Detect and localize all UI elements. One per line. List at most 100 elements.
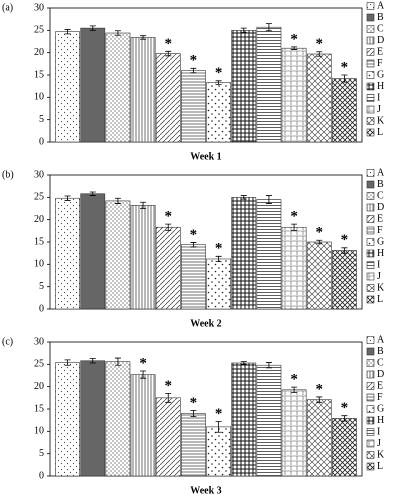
legend-swatch bbox=[366, 439, 375, 448]
bar bbox=[256, 26, 282, 143]
panel-label: (c) bbox=[2, 336, 13, 347]
legend-label: E bbox=[377, 46, 383, 57]
legend-swatch bbox=[366, 203, 375, 212]
error-bar bbox=[64, 29, 71, 35]
y-tick-label: 20 bbox=[34, 381, 44, 392]
bar bbox=[256, 364, 282, 477]
significance-marker: * bbox=[341, 59, 349, 75]
legend-label: J bbox=[377, 104, 381, 115]
bar bbox=[206, 426, 231, 477]
significance-marker: * bbox=[190, 227, 198, 243]
y-tick-label: 30 bbox=[34, 2, 44, 13]
error-bar bbox=[114, 30, 121, 36]
error-bar bbox=[114, 357, 121, 366]
error-bar bbox=[140, 370, 147, 379]
error-bar bbox=[316, 396, 323, 403]
y-tick-label: 15 bbox=[34, 403, 44, 414]
y-tick-label: 5 bbox=[39, 114, 44, 125]
error-bar bbox=[89, 358, 96, 364]
legend-swatch bbox=[366, 249, 375, 258]
bar bbox=[206, 258, 231, 310]
panel-label: (b) bbox=[2, 169, 14, 180]
significance-marker: * bbox=[215, 406, 223, 422]
significance-marker: * bbox=[316, 225, 324, 241]
legend-swatch bbox=[366, 284, 375, 292]
error-bar bbox=[140, 201, 147, 209]
legend-swatch bbox=[366, 59, 375, 68]
legend-swatch bbox=[366, 261, 375, 269]
bar bbox=[55, 197, 80, 310]
legend-swatch bbox=[366, 347, 375, 356]
significance-marker: * bbox=[165, 378, 173, 394]
legend-label: A bbox=[377, 167, 385, 178]
significance-marker: * bbox=[290, 372, 298, 388]
legend-label: L bbox=[377, 294, 383, 305]
legend-label: B bbox=[377, 179, 384, 190]
bar bbox=[306, 399, 332, 477]
legend-label: H bbox=[377, 415, 384, 426]
legend-swatch bbox=[366, 370, 375, 379]
error-bar bbox=[341, 247, 348, 254]
error-bar bbox=[89, 25, 96, 31]
significance-marker: * bbox=[341, 232, 349, 248]
significance-marker: * bbox=[341, 400, 349, 416]
legend-swatch bbox=[366, 295, 375, 304]
error-bar bbox=[165, 223, 172, 231]
error-bar bbox=[215, 421, 222, 433]
y-tick-label: 5 bbox=[39, 448, 44, 459]
legend-swatch bbox=[366, 105, 375, 114]
y-tick-label: 25 bbox=[34, 25, 44, 36]
legend-label: L bbox=[377, 127, 383, 138]
y-tick-label: 25 bbox=[34, 359, 44, 370]
legend-swatch bbox=[366, 382, 375, 390]
y-tick-label: 20 bbox=[34, 214, 44, 225]
legend-label: A bbox=[377, 334, 385, 345]
significance-marker: * bbox=[139, 355, 147, 371]
legend-swatch bbox=[366, 71, 375, 79]
legend-swatch bbox=[366, 405, 375, 413]
bar bbox=[130, 37, 156, 143]
significance-marker: * bbox=[215, 241, 223, 257]
significance-marker: * bbox=[316, 36, 324, 52]
error-bar bbox=[291, 46, 298, 50]
legend-label: C bbox=[377, 357, 384, 368]
bar bbox=[105, 361, 131, 477]
legend-swatch bbox=[366, 336, 375, 344]
bar bbox=[80, 27, 106, 143]
error-bar bbox=[190, 67, 197, 74]
bar bbox=[55, 31, 80, 143]
bar bbox=[281, 389, 307, 477]
error-bar bbox=[215, 80, 222, 85]
legend-swatch bbox=[366, 416, 375, 425]
y-tick-label: 30 bbox=[34, 169, 44, 180]
error-bar bbox=[64, 195, 71, 201]
error-bar bbox=[265, 195, 272, 204]
error-bar bbox=[165, 392, 172, 403]
bar bbox=[231, 30, 257, 143]
significance-marker: * bbox=[316, 381, 324, 397]
bar bbox=[332, 250, 357, 310]
bar bbox=[231, 197, 257, 310]
error-bar bbox=[190, 242, 197, 248]
legend-label: D bbox=[377, 369, 384, 380]
legend-label: E bbox=[377, 213, 383, 224]
error-bar bbox=[291, 223, 298, 231]
significance-marker: * bbox=[290, 209, 298, 225]
legend-label: K bbox=[377, 449, 385, 460]
error-bar bbox=[114, 197, 121, 204]
legend-label: I bbox=[377, 92, 380, 103]
legend-label: F bbox=[377, 58, 383, 69]
bar bbox=[306, 241, 332, 310]
bar bbox=[181, 244, 206, 310]
bar bbox=[130, 205, 156, 310]
bar bbox=[281, 226, 307, 310]
bar bbox=[155, 397, 181, 477]
error-bar bbox=[140, 35, 147, 40]
error-bar bbox=[341, 415, 348, 422]
y-tick-label: 5 bbox=[39, 281, 44, 292]
legend-swatch bbox=[366, 462, 375, 471]
error-bar bbox=[240, 195, 247, 200]
significance-marker: * bbox=[290, 31, 298, 47]
error-bar bbox=[89, 191, 96, 196]
bar bbox=[256, 199, 282, 310]
